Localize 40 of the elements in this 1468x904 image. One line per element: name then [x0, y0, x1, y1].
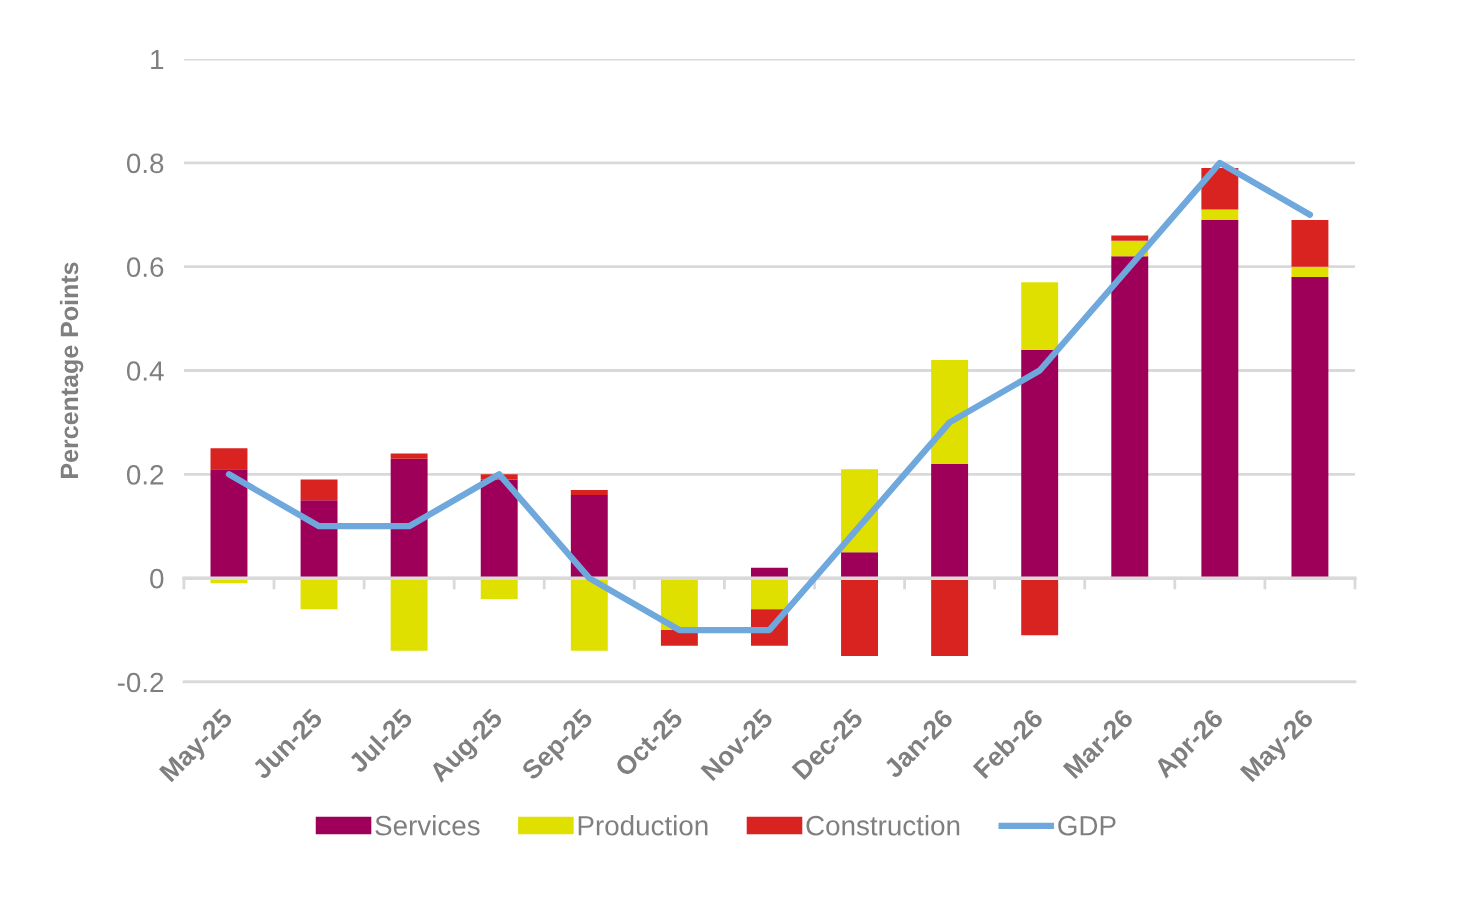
bar	[570, 578, 608, 651]
bar	[841, 552, 878, 579]
bar	[570, 489, 608, 496]
bar	[300, 578, 338, 610]
bar	[931, 360, 969, 464]
y-tick-label: 0.2	[126, 465, 164, 485]
bar	[390, 453, 428, 459]
y-tick-label: 0.6	[126, 257, 164, 278]
bar	[1111, 256, 1149, 579]
bar	[300, 479, 338, 501]
legend-label: Construction	[806, 815, 960, 836]
bar	[1291, 277, 1329, 579]
bar	[480, 578, 518, 599]
legend-label: Services	[375, 815, 480, 836]
legend-label: Production	[578, 815, 708, 836]
y-tick-label: 0	[150, 568, 164, 589]
bar	[841, 578, 878, 657]
bar	[210, 469, 248, 579]
bar	[931, 578, 969, 657]
bar	[1291, 266, 1329, 278]
bar	[1111, 235, 1149, 241]
legend-label: GDP	[1058, 815, 1116, 836]
y-axis-title: Percentage Points	[59, 262, 84, 478]
bar	[480, 479, 518, 579]
y-tick-label: 0.8	[126, 153, 164, 174]
bar	[750, 578, 788, 610]
bar	[1201, 209, 1239, 220]
y-tick-label: -0.2	[117, 672, 164, 693]
bar	[1021, 349, 1059, 579]
y-tick-label: 0.4	[126, 361, 164, 381]
y-tick-label: 1	[151, 49, 164, 70]
bar	[390, 458, 428, 579]
bar	[1291, 219, 1329, 267]
bar	[570, 495, 608, 579]
bar	[1201, 219, 1239, 579]
bar	[1021, 282, 1059, 350]
bar	[931, 463, 969, 579]
bar	[1021, 578, 1059, 636]
bar	[390, 578, 428, 651]
bar	[210, 448, 248, 470]
